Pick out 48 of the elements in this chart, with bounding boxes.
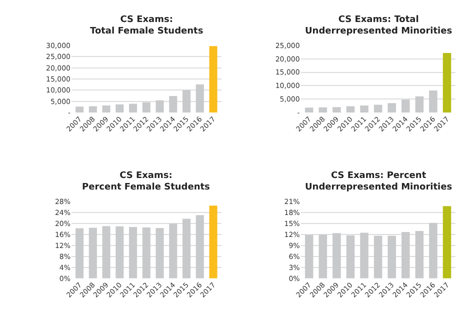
bar <box>196 84 204 112</box>
bar <box>116 104 124 112</box>
bar <box>415 230 424 278</box>
bar <box>129 104 138 112</box>
bar <box>304 108 314 112</box>
bar <box>318 107 328 112</box>
bar <box>209 46 218 112</box>
bar <box>182 90 191 112</box>
chart-title: CS Exams: Total Underrepresented Minorities <box>305 15 452 37</box>
bar <box>374 236 382 278</box>
bar <box>76 106 84 112</box>
bar <box>388 236 396 278</box>
bar <box>88 106 97 112</box>
bar <box>429 222 438 278</box>
bar <box>156 100 164 112</box>
bar <box>142 102 150 112</box>
bar <box>415 96 424 112</box>
chart-title: CS Exams: Total Female Students <box>90 15 204 37</box>
bar <box>442 52 452 112</box>
bar <box>304 234 314 278</box>
bar <box>374 104 382 112</box>
bar <box>209 206 218 278</box>
bar <box>332 107 341 112</box>
bar <box>402 232 410 278</box>
chart-title: CS Exams: Percent Female Students <box>82 171 210 193</box>
bar <box>156 228 164 278</box>
bar <box>116 226 124 278</box>
bar <box>429 90 438 112</box>
bar <box>142 227 150 278</box>
bar <box>360 232 368 278</box>
bar <box>76 228 84 278</box>
bar <box>442 206 452 278</box>
bar <box>346 235 355 278</box>
bar <box>102 226 110 278</box>
bar <box>129 226 138 278</box>
bar <box>169 96 178 112</box>
chart-title: CS Exams: Percent Underrepresented Minorities <box>305 171 452 193</box>
bar <box>388 103 396 112</box>
bar <box>346 106 355 112</box>
bar <box>182 218 191 278</box>
bar <box>102 106 110 112</box>
bar <box>88 228 97 278</box>
bar <box>169 224 178 278</box>
bar <box>196 215 204 278</box>
bar <box>318 234 328 278</box>
bar <box>360 105 368 112</box>
bar <box>332 233 341 278</box>
bar <box>402 100 410 112</box>
